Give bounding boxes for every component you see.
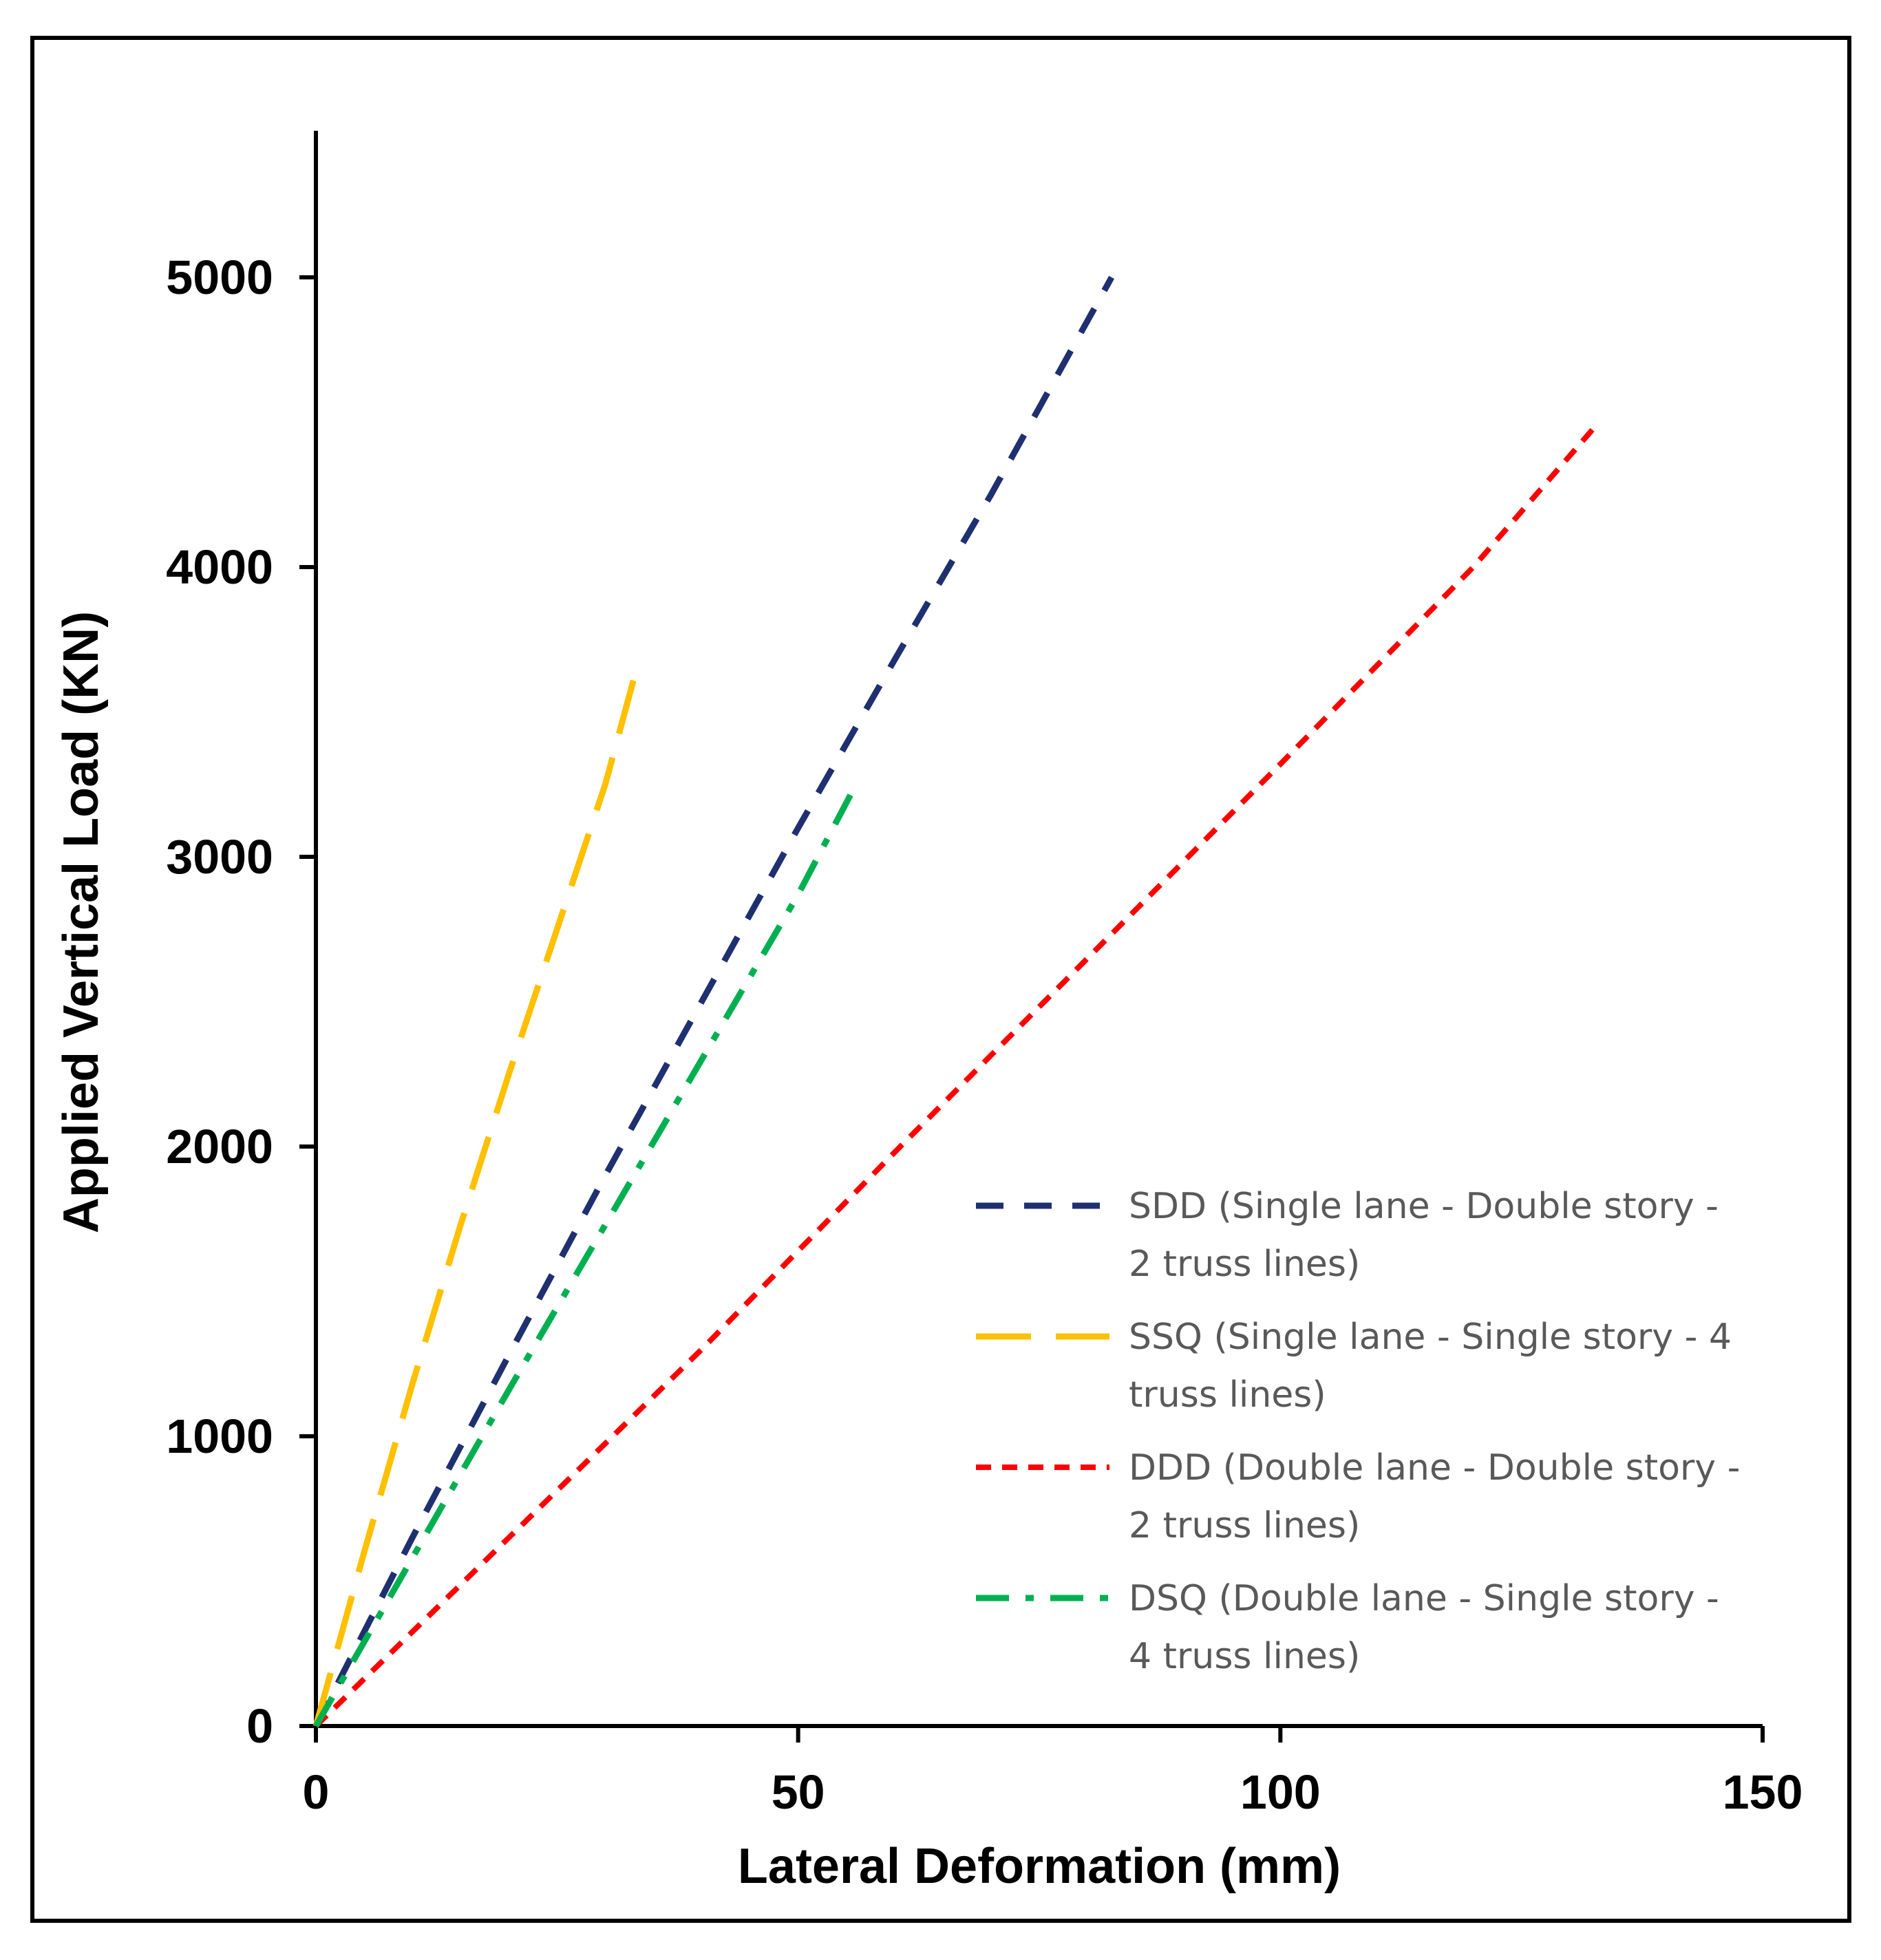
- legend: SDD (Single lane - Double story - 2 truss…: [976, 1186, 1740, 1677]
- series-line-ssq: [312, 659, 642, 1727]
- legend-label: 2 truss lines): [1129, 1244, 1360, 1285]
- x-tick-label: 50: [772, 1765, 825, 1819]
- x-tick-label: 150: [1723, 1765, 1803, 1819]
- legend-label: truss lines): [1129, 1374, 1326, 1416]
- legend-label: SDD (Single lane - Double story -: [1129, 1186, 1719, 1227]
- chart-frame: [30, 36, 1851, 1923]
- series-line-sdd: [312, 275, 1115, 1728]
- legend-entry-sdd: SDD (Single lane - Double story - 2 truss…: [976, 1186, 1719, 1285]
- y-tick-label: 1000: [166, 1409, 273, 1463]
- legend-entry-ssq: SSQ (Single lane - Single story - 4 truss…: [976, 1317, 1732, 1416]
- legend-entry-ddd: DDD (Double lane - Double story - 2 truss…: [976, 1447, 1740, 1546]
- y-axis-title: Applied Vertical Load (KN): [54, 611, 109, 1233]
- axes: 0 1000 2000 3000 4000 5000 0 50 100 150: [166, 131, 1803, 1819]
- legend-label: 4 truss lines): [1129, 1636, 1360, 1677]
- x-tick-label: 0: [303, 1765, 330, 1819]
- x-axis-title: Lateral Deformation (mm): [738, 1839, 1341, 1894]
- legend-label: SSQ (Single lane - Single story - 4: [1129, 1317, 1732, 1358]
- x-tick-label: 100: [1240, 1765, 1321, 1819]
- y-tick-label: 4000: [166, 540, 273, 594]
- series-line-ddd: [314, 426, 1596, 1728]
- series-line-dsq: [313, 782, 859, 1728]
- y-tick-label: 0: [246, 1699, 273, 1753]
- legend-label: 2 truss lines): [1129, 1505, 1360, 1546]
- series-layer: [312, 275, 1596, 1728]
- y-tick-label: 3000: [166, 830, 273, 884]
- legend-entry-dsq: DSQ (Double lane - Single story - 4 truss…: [976, 1578, 1719, 1677]
- y-tick-label: 5000: [166, 251, 273, 304]
- legend-label: DDD (Double lane - Double story -: [1129, 1447, 1740, 1489]
- y-tick-label: 2000: [166, 1120, 273, 1173]
- legend-label: DSQ (Double lane - Single story -: [1129, 1578, 1719, 1619]
